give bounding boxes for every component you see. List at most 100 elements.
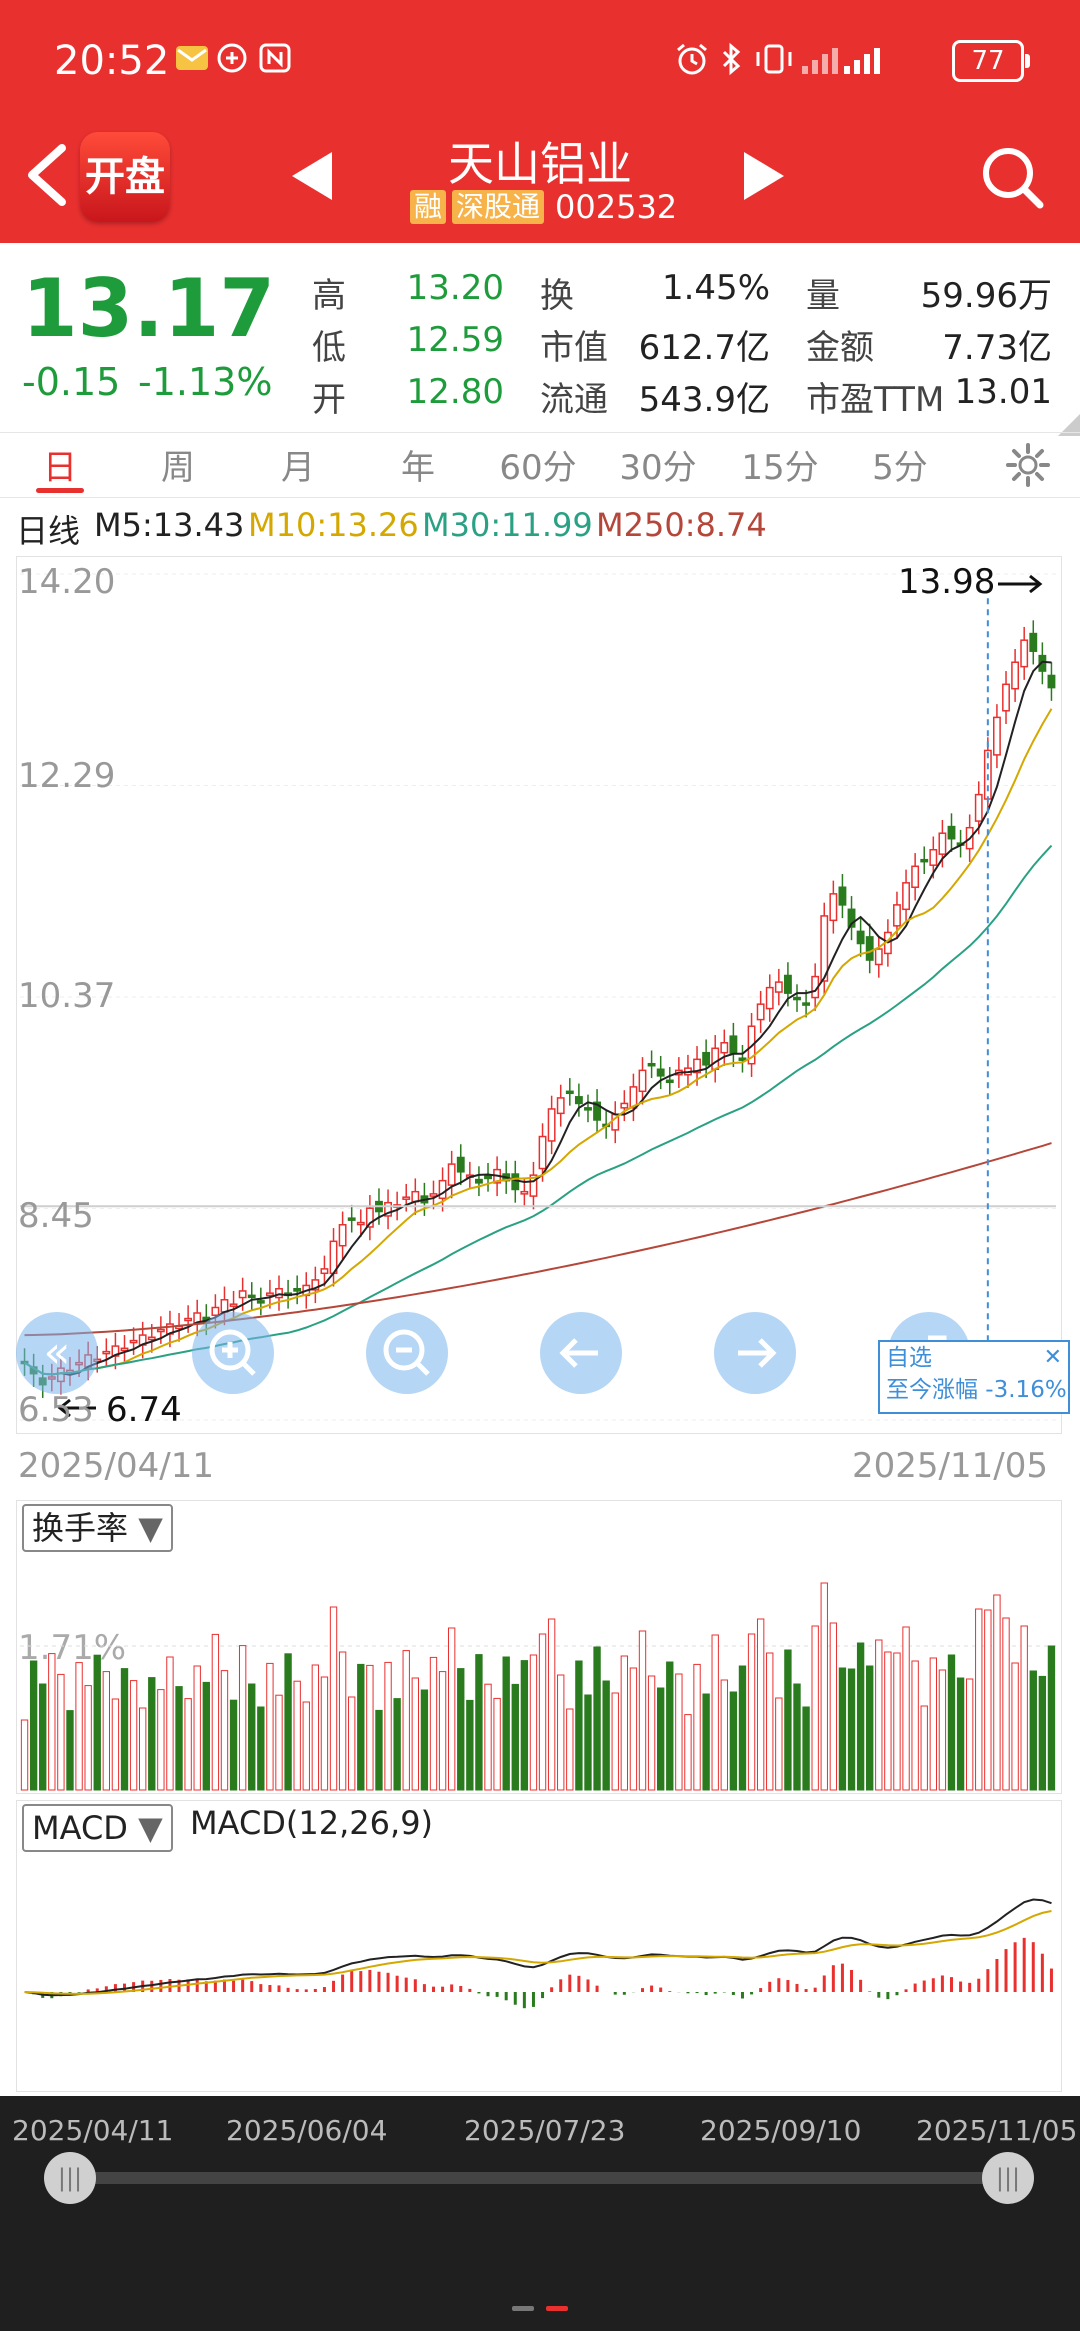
tab-year[interactable]: 年	[401, 448, 435, 488]
turnover-bar	[502, 1656, 510, 1791]
candle-body	[974, 793, 983, 822]
turnover-bar	[684, 1714, 692, 1791]
turnover-bar	[711, 1634, 719, 1791]
candle-body	[1029, 632, 1038, 652]
price-change: -0.15	[22, 360, 121, 404]
turnover-selector-label: 换手率	[32, 1509, 129, 1547]
turnover-bar	[320, 1676, 329, 1791]
turnover-bar	[1047, 1645, 1056, 1791]
turnover-bar	[965, 1678, 974, 1791]
zoom-in-button[interactable]	[192, 1312, 274, 1394]
mail-icon	[174, 42, 210, 74]
candle-body	[474, 1178, 483, 1184]
turnover-bar	[102, 1671, 111, 1791]
turnover-bar	[311, 1664, 320, 1791]
y-tick-5: 6.53	[18, 1390, 94, 1430]
timeline-left-handle[interactable]: |||	[44, 2152, 96, 2204]
chevron-down-icon: ▼	[138, 1809, 163, 1847]
kline-chart-frame[interactable]	[16, 556, 1062, 1434]
turnover-bar	[738, 1665, 747, 1791]
turnover-bar	[39, 1683, 47, 1791]
macd-title: MACD(12,26,9)	[190, 1804, 434, 1842]
back-button[interactable]	[22, 140, 72, 210]
turnover-bar	[229, 1699, 238, 1791]
macd-chart-frame[interactable]	[16, 1800, 1062, 2092]
quote-value-float: 543.9亿	[638, 380, 770, 420]
turnover-bar	[693, 1663, 701, 1791]
candle-body	[356, 1221, 365, 1226]
turnover-bar	[402, 1650, 410, 1791]
candle-body	[238, 1290, 247, 1299]
turnover-bar	[647, 1675, 656, 1791]
tab-30min[interactable]: 30分	[619, 448, 697, 488]
candle-body	[129, 1339, 138, 1344]
timeline-right-handle[interactable]: |||	[982, 2152, 1034, 2204]
turnover-bar	[893, 1652, 901, 1791]
tab-5min[interactable]: 5分	[872, 448, 928, 488]
pan-left-button[interactable]	[540, 1312, 622, 1394]
tab-15min[interactable]: 15分	[741, 448, 819, 488]
turnover-bar	[148, 1677, 156, 1791]
zoom-out-button[interactable]	[366, 1312, 448, 1394]
y-tick-1: 14.20	[18, 562, 116, 602]
close-icon[interactable]: ✕	[1043, 1345, 1062, 1370]
quote-label-pe: 市盈TTM	[806, 380, 945, 420]
turnover-bar	[338, 1651, 347, 1791]
turnover-bar	[856, 1642, 865, 1791]
next-stock-button[interactable]	[744, 152, 784, 200]
turnover-bar	[657, 1687, 665, 1791]
turnover-bar	[129, 1680, 138, 1791]
chart-end-date: 2025/11/05	[852, 1446, 1048, 1486]
candle-body	[556, 1097, 565, 1115]
turnover-bar	[1011, 1662, 1019, 1791]
turnover-bar	[720, 1679, 728, 1791]
candle-body	[593, 1101, 602, 1121]
candle-body	[311, 1279, 320, 1291]
candle-body	[447, 1163, 456, 1186]
chevron-down-icon: ▼	[138, 1509, 163, 1547]
prev-stock-button[interactable]	[292, 152, 332, 200]
app-logo[interactable]: 开盘	[80, 132, 170, 222]
candle-body	[1020, 639, 1029, 668]
macd-selector[interactable]: MACD ▼	[22, 1804, 173, 1852]
candle-body	[547, 1108, 556, 1142]
turnover-bar	[666, 1661, 674, 1791]
page-indicator-dot-active	[546, 2306, 568, 2311]
turnover-bar	[284, 1653, 292, 1791]
turnover-bar	[947, 1654, 956, 1791]
tab-week[interactable]: 周	[161, 448, 195, 488]
turnover-bar	[793, 1683, 801, 1791]
timeline-date-3: 2025/07/23	[464, 2114, 626, 2147]
pan-start-button[interactable]: «	[16, 1312, 98, 1394]
turnover-bar	[193, 1665, 201, 1791]
gear-icon[interactable]	[1005, 442, 1051, 488]
turnover-bar	[520, 1660, 529, 1791]
candle-body	[429, 1193, 438, 1197]
candle-body	[874, 948, 883, 966]
expand-corner[interactable]	[1058, 414, 1080, 436]
tab-month[interactable]: 月	[281, 448, 315, 488]
quote-value-pe: 13.01	[954, 372, 1052, 412]
pan-right-button[interactable]	[714, 1312, 796, 1394]
quote-label-low: 低	[312, 328, 346, 368]
candle-body	[920, 858, 929, 863]
turnover-bar	[593, 1646, 601, 1791]
timeline-bar	[0, 2096, 1080, 2331]
turnover-selector[interactable]: 换手率 ▼	[22, 1504, 173, 1552]
ma30-label: M30:11.99	[422, 506, 593, 544]
turnover-bar	[756, 1618, 765, 1791]
tab-60min[interactable]: 60分	[499, 448, 577, 488]
quote-label-high: 高	[312, 276, 346, 316]
timeline-slider-track[interactable]	[64, 2172, 1010, 2184]
watchlist-box[interactable]: 自选 至今涨幅 -3.16% ✕	[878, 1340, 1070, 1414]
ma5-label: M5:13.43	[94, 506, 245, 544]
search-icon[interactable]	[980, 145, 1044, 209]
tab-day[interactable]: 日	[43, 448, 77, 488]
turnover-chart-frame[interactable]	[16, 1500, 1062, 1794]
turnover-bar	[357, 1663, 365, 1791]
turnover-bar	[802, 1706, 810, 1791]
turnover-bar	[375, 1709, 383, 1791]
candle-body	[275, 1287, 283, 1299]
candle-body	[893, 904, 901, 927]
turnover-bar	[257, 1706, 265, 1791]
